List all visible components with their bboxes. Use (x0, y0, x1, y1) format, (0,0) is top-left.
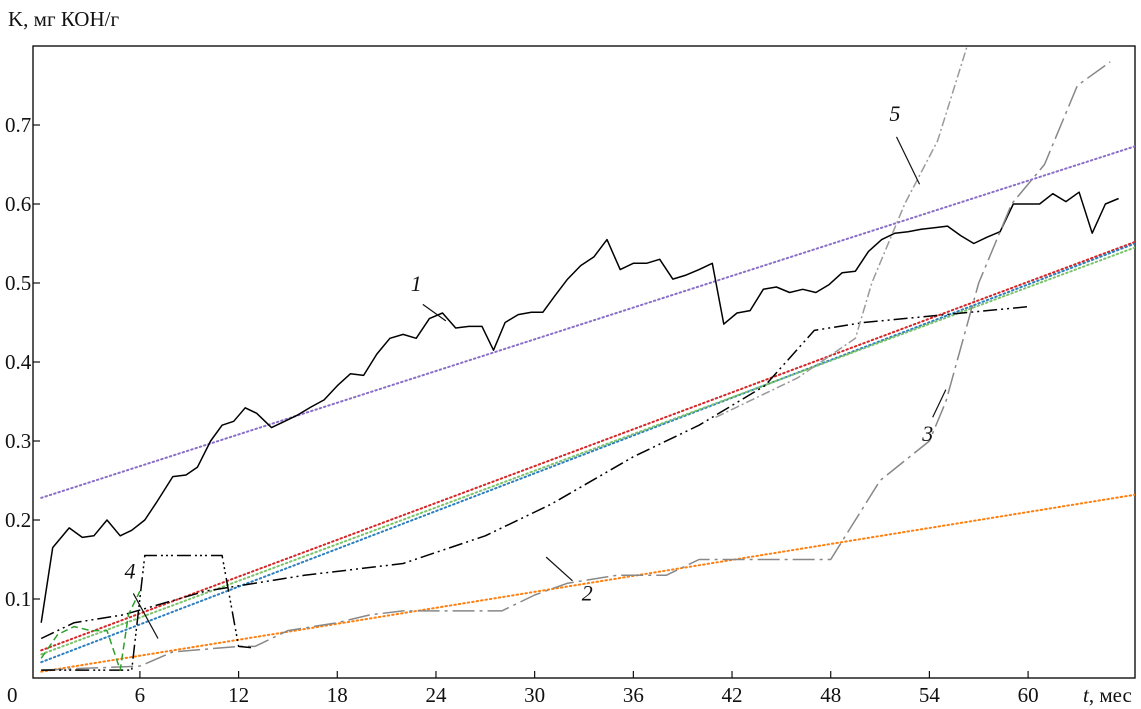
x-tick-label: 30 (524, 683, 545, 707)
y-tick-label: 0.6 (5, 192, 31, 216)
curve-label-1: 1 (411, 271, 422, 296)
x-tick-label: 12 (228, 683, 249, 707)
x-axis-title-var: t (1083, 683, 1090, 707)
x-tick-label: 54 (919, 683, 941, 707)
curve-label-4: 4 (125, 558, 136, 583)
y-tick-label: 0.2 (5, 508, 31, 532)
curve-label-5: 5 (889, 101, 900, 126)
x-axis-title-unit: , мес (1089, 683, 1132, 707)
label-4-pointer (132, 593, 159, 639)
y-tick-label: 0.5 (5, 271, 31, 295)
origin-label: 0 (7, 683, 18, 707)
trendline-1 (40, 145, 1135, 499)
label-2-pointer (545, 556, 573, 582)
x-tick-label: 36 (623, 683, 644, 707)
series-2-line (40, 305, 1029, 640)
trendlines (40, 145, 1135, 673)
curve-label-2: 2 (582, 581, 593, 606)
curve-labels: 1 2 3 4 5 (125, 101, 934, 606)
series-lines (40, 46, 1119, 671)
series-1-line (40, 191, 1119, 623)
x-tick-label: 18 (327, 683, 348, 707)
y-tick-label: 0.1 (5, 587, 31, 611)
annotation-pointers (132, 136, 947, 639)
series-5-line (715, 46, 968, 418)
x-axis-title: t, мес (1083, 683, 1132, 707)
y-tick-label: 0.3 (5, 429, 31, 453)
series-4-line (41, 554, 256, 671)
trendline-5 (40, 493, 1135, 673)
x-ticks: 6 12 18 24 30 36 42 48 54 60 (135, 671, 1039, 707)
x-tick-label: 6 (135, 683, 146, 707)
trendline-4 (40, 246, 1135, 656)
x-tick-label: 42 (722, 683, 743, 707)
series-4a-line (40, 590, 141, 671)
label-3-pointer (932, 389, 947, 418)
y-tick-label: 0.4 (5, 350, 32, 374)
series-3-line (41, 61, 1111, 671)
x-tick-label: 60 (1018, 683, 1039, 707)
y-tick-label: 0.7 (5, 113, 31, 137)
label-1-pointer (422, 303, 447, 322)
x-tick-label: 48 (820, 683, 841, 707)
y-ticks: 0.1 0.2 0.3 0.4 0.5 0.6 0.7 (5, 113, 40, 611)
label-5-pointer (895, 136, 921, 185)
trendline-2 (40, 240, 1135, 652)
x-tick-label: 24 (425, 683, 447, 707)
trendline-3 (40, 242, 1135, 664)
y-axis-title: K, мг КОН/г (8, 7, 119, 31)
curve-label-3: 3 (921, 421, 933, 446)
